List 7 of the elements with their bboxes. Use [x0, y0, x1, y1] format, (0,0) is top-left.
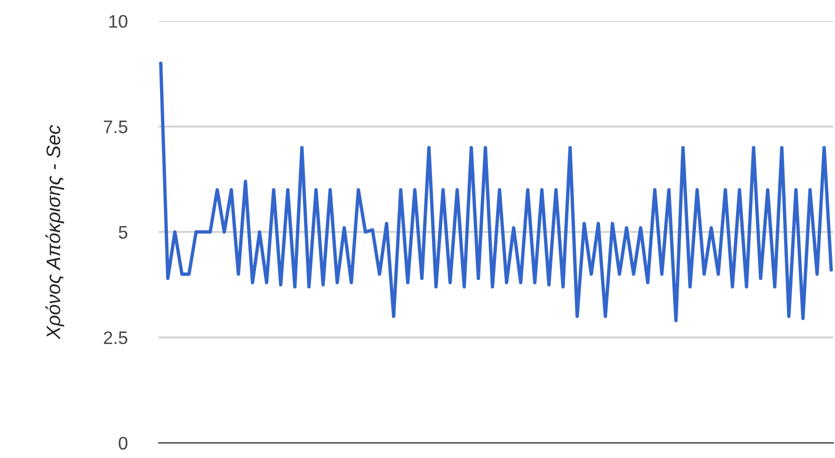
y-tick-label: 2.5: [104, 331, 128, 344]
line-series: [159, 62, 833, 322]
y-tick-label: 0: [118, 436, 128, 450]
y-tick-label: 5: [118, 226, 128, 239]
y-tick-label: 7.5: [104, 120, 128, 134]
y-axis-title: Χρόνος Απόκρισης - Sec: [45, 125, 64, 340]
y-tick-label: 10: [109, 15, 128, 28]
